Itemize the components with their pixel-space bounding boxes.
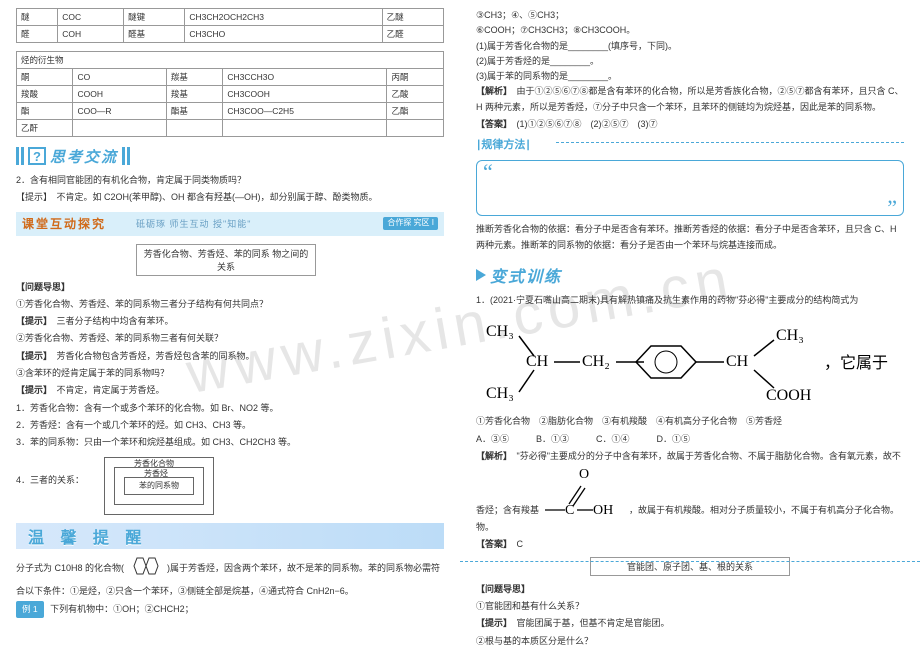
method-text: 推断芳香化合物的依据：看分子中是否含有苯环。推断芳香烃的依据：看分子中是否含苯环… — [476, 222, 904, 253]
qa-a2: 【提示】 芳香化合物包含芳香烃，芳香烃包含苯的同系物。 — [16, 349, 444, 364]
continuation-line-2: ⑥COOH；⑦CH3CH3；⑧CH3COOH。 — [476, 23, 904, 38]
table-row: 酯COO—R酯基CH3COO—C2H5乙酯 — [17, 103, 444, 120]
variant-training-heading: 变式训练 — [476, 263, 904, 287]
topic-callout-box-2: 官能团、原子团、基、根的关系 — [590, 557, 790, 576]
chem-ch3-right: CH₃ — [776, 327, 804, 344]
table-functional-groups-1: 醚 COC 醚键 CH3CH2OCH2CH3 乙醚 醛 COH 醛基 CH3CH… — [16, 8, 444, 43]
choices-line: A．③⑤ B．①③ C．①④ D．①⑤ — [476, 432, 904, 447]
table-row: 乙酐 — [17, 120, 444, 137]
nested-inner-label: 苯的同系物 — [124, 477, 194, 495]
carboxyl-group-icon: O C OH — [539, 466, 629, 520]
relation-label: 4．三者的关系： — [16, 473, 84, 488]
answer-block: 【答案】 (1)①②⑤⑥⑦⑧ (2)②⑤⑦ (3)⑦ — [476, 117, 904, 132]
chem-ch3-left-bot: CH₃ — [486, 385, 514, 402]
svg-text:C: C — [565, 503, 574, 518]
continuation-line-4: (2)属于芳香烃的是________。 — [476, 54, 904, 69]
qa2-a1: 【提示】 官能团属于基，但基不肯定是官能团。 — [476, 616, 904, 631]
list-item-3: 3．苯的同系物：只由一个苯环和烷烃基组成。如 CH3、CH2CH3 等。 — [16, 435, 444, 450]
quote-close-icon: ” — [887, 195, 897, 221]
rule-footer-line — [460, 561, 920, 562]
continuation-line-3: (1)属于芳香化合物的是________(填序号，下同)。 — [476, 39, 904, 54]
think-exchange-title: 思考交流 — [50, 146, 118, 167]
nested-set-diagram: 芳香化合物 芳香烃 苯的同系物 — [104, 457, 214, 515]
left-column: 醚 COC 醚键 CH3CH2OCH2CH3 乙醚 醛 COH 醛基 CH3CH… — [0, 0, 460, 651]
classroom-title: 课堂互动探究 — [22, 215, 106, 232]
rule-method-heading: ┃规律方法┃ — [476, 136, 904, 154]
answer2: 【答案】 C — [476, 537, 904, 552]
variant-training-title: 变式训练 — [490, 263, 562, 287]
question-2: 2．含有相同官能团的有机化合物，肯定属于同类物质吗？ — [16, 173, 444, 188]
list-item-2: 2．芳香烃：含有一个或几个苯环的烃。如 CH3、CH3 等。 — [16, 418, 444, 433]
qa-q1: ①芳香化合物、芳香烃、苯的同系物三者分子结构有何共同点？ — [16, 297, 444, 312]
table-functional-groups-2: 烃的衍生物 酮CO羰基CH3CCH3O丙酮 羧酸COOH羧基CH3COOH乙酸 … — [16, 51, 444, 137]
qa2-label: 【问题导思】 — [476, 582, 904, 597]
chem-ch2: CH₂ — [582, 353, 610, 370]
qa-q3: ③含苯环的烃肯定属于苯的同系物吗？ — [16, 366, 444, 381]
example-tag: 例 1 — [16, 601, 44, 617]
chem-ch: CH — [526, 353, 549, 370]
chem-ch3-left-top: CH₃ — [486, 323, 514, 340]
warm-tip-bar: 温 馨 提 醒 — [16, 523, 444, 549]
qa2-q1: ①官能团和基有什么关系？ — [476, 599, 904, 614]
table-row: 羧酸COOH羧基CH3COOH乙酸 — [17, 86, 444, 103]
options-line: ①芳香化合物 ②脂肪化合物 ③有机羧酸 ④有机高分子化合物 ⑤芳香烃 — [476, 414, 904, 429]
decoration-bars-icon — [16, 147, 24, 165]
table-row: 烃的衍生物 — [17, 52, 444, 69]
decoration-bars-icon — [122, 147, 130, 165]
classroom-interaction-bar: 课堂互动探究 砥砺琢 师生互动 授"知能" 合作探 究区 I — [16, 212, 444, 236]
chem-cooh: COOH — [766, 387, 812, 404]
svg-text:OH: OH — [593, 503, 613, 518]
hint-wuzhi: 物。 — [476, 520, 904, 535]
ibuprofen-structure: CH₃ CH₃ CH CH₂ CH CH₃ COOH ，它属于 — [476, 316, 904, 406]
table-row: 酮CO羰基CH3CCH3O丙酮 — [17, 69, 444, 86]
list-item-1: 1．芳香化合物：含有一个或多个苯环的化合物。如 Br、NO2 等。 — [16, 401, 444, 416]
variant-question: 1．(2021·宁夏石嘴山高二期末)具有解热镇痛及抗生素作用的药物"芬必得"主要… — [476, 293, 904, 308]
cooperation-label: 合作探 究区 I — [383, 217, 438, 230]
classroom-subtitle: 砥砺琢 师生互动 授"知能" — [136, 217, 251, 230]
chem-ch-right: CH — [726, 353, 749, 370]
quote-open-icon: “ — [483, 159, 493, 185]
triangle-icon — [476, 269, 486, 281]
qa-a3: 【提示】 不肯定，肯定属于芳香烃。 — [16, 383, 444, 398]
quote-box: “ ” — [476, 160, 904, 216]
table-row: 醛 COH 醛基 CH3CHO 乙醛 — [17, 26, 444, 43]
question-mark-icon: ? — [28, 147, 46, 165]
topic-callout-box: 芳香化合物、芳香烃、苯的同系 物之间的关系 — [136, 244, 316, 276]
think-exchange-heading: ? 思考交流 — [16, 145, 444, 167]
qa2-q2: ②根与基的本质区分是什么？ — [476, 634, 904, 649]
dashed-line-icon — [556, 142, 904, 143]
conditions-line: 合以下条件：①是烃，②只含一个苯环，③侧链全部是烷基，④通式符合 CnH2n−6… — [16, 584, 444, 599]
table-row: 醚 COC 醚键 CH3CH2OCH2CH3 乙醚 — [17, 9, 444, 26]
naphthalene-icon — [129, 555, 163, 582]
hint-text: 【提示】 不肯定。如 C2OH(苯甲醇)、OH 都含有羟基(—OH)，却分别属于… — [16, 190, 444, 205]
analysis2: 【解析】 "芬必得"主要成分的分子中含有苯环，故属于芳香化合物、不属于脂肪化合物… — [476, 449, 904, 464]
page-two-column: 醚 COC 醚键 CH3CH2OCH2CH3 乙醚 醛 COH 醛基 CH3CH… — [0, 0, 920, 651]
qa-a1: 【提示】 三者分子结构中均含有苯环。 — [16, 314, 444, 329]
example-1: 例 1 下列有机物中：①OH；②CHCH2； — [16, 601, 444, 617]
continuation-line-5: (3)属于苯的同系物的是________。 — [476, 69, 904, 84]
continuation-line-1: ③CH3；④、⑤CH3； — [476, 8, 904, 23]
naphthalene-line: 分子式为 C10H8 的化合物( )属于芳香烃，因含两个苯环，故不是苯的同系物。… — [16, 555, 444, 582]
qa-q2: ②芳香化合物、芳香烃、苯的同系物三者有何关联？ — [16, 331, 444, 346]
carboxyl-structure-line: 香烃；含有羧基 O C OH ，故属于有机羧酸。相对分子质量较小，不属于有机高分… — [476, 466, 904, 520]
trailing-text: ，它属于 — [824, 354, 888, 372]
warm-tip-title: 温 馨 提 醒 — [28, 524, 147, 548]
analysis-block: 【解析】 由于①②⑤⑥⑦⑧都是含有苯环的化合物，所以是芳香族化合物，②⑤⑦都含有… — [476, 84, 904, 115]
svg-text:O: O — [579, 467, 589, 482]
right-column: ③CH3；④、⑤CH3； ⑥COOH；⑦CH3CH3；⑧CH3COOH。 (1)… — [460, 0, 920, 651]
qa-label: 【问题导思】 — [16, 280, 444, 295]
